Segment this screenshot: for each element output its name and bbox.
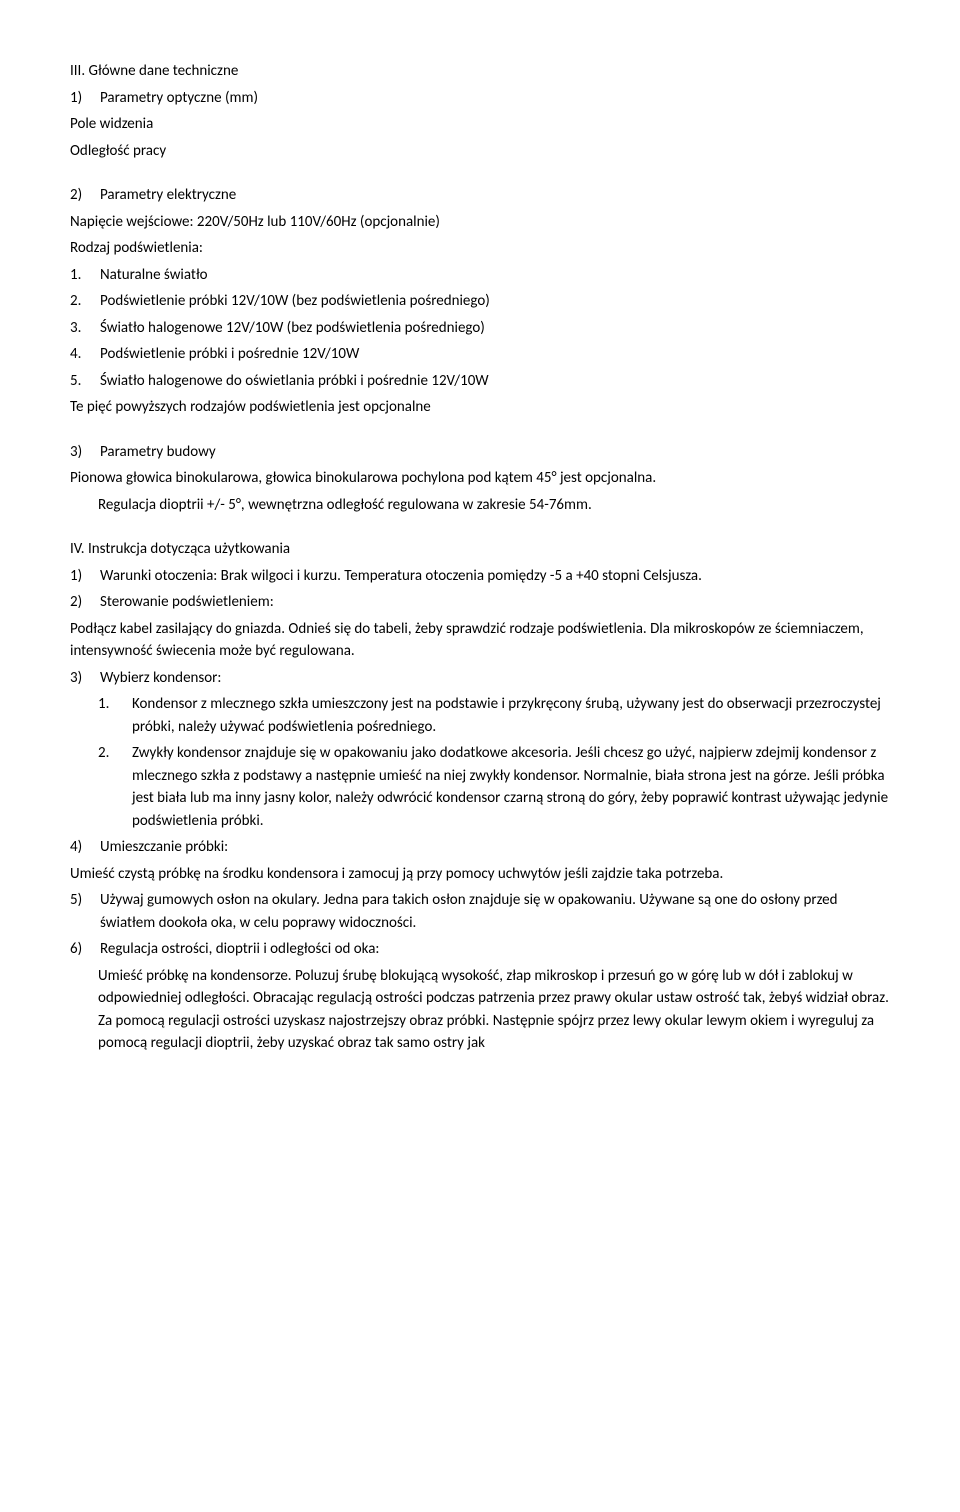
s4-i4: 4) Umieszczanie próbki: xyxy=(70,836,890,859)
s4-i3-s1-num: 1. xyxy=(98,693,120,738)
s3-item2-line1: Napięcie wejściowe: 220V/50Hz lub 110V/6… xyxy=(70,211,890,234)
s3-sub4-num: 4. xyxy=(70,343,88,366)
s3-item1-line1: Pole widzenia xyxy=(70,113,890,136)
s3-item1: 1) Parametry optyczne (mm) xyxy=(70,87,890,110)
s4-i2-num: 2) xyxy=(70,591,88,614)
s3-sub1-num: 1. xyxy=(70,264,88,287)
s3-sub4: 4. Podświetlenie próbki i pośrednie 12V/… xyxy=(70,343,890,366)
s4-i2-text: Sterowanie podświetleniem: xyxy=(100,591,274,614)
s3-item1-line2: Odległość pracy xyxy=(70,140,890,163)
s3-item1-num: 1) xyxy=(70,87,88,110)
s3-item1-text: Parametry optyczne (mm) xyxy=(100,87,258,110)
s3-item3-line2: Regulacja dioptrii +/- 5°, wewnętrzna od… xyxy=(98,494,890,517)
s3-sub5-text: Światło halogenowe do oświetlania próbki… xyxy=(100,370,489,393)
s4-i1: 1) Warunki otoczenia: Brak wilgoci i kur… xyxy=(70,565,890,588)
s3-sub1: 1. Naturalne światło xyxy=(70,264,890,287)
s3-sub2-num: 2. xyxy=(70,290,88,313)
s4-i3-s1: 1. Kondensor z mlecznego szkła umieszczo… xyxy=(98,693,890,738)
s4-i6-p1: Umieść próbkę na kondensorze. Poluzuj śr… xyxy=(98,965,890,1055)
s4-i3-text: Wybierz kondensor: xyxy=(100,667,221,690)
s3-item3-num: 3) xyxy=(70,441,88,464)
section4-title: IV. Instrukcja dotycząca użytkowania xyxy=(70,538,890,561)
s4-i3-s2-num: 2. xyxy=(98,742,120,832)
s4-i5-text: Używaj gumowych osłon na okulary. Jedna … xyxy=(100,889,890,934)
s4-i3-s2-text: Zwykły kondensor znajduje się w opakowan… xyxy=(132,742,890,832)
s3-sub2: 2. Podświetlenie próbki 12V/10W (bez pod… xyxy=(70,290,890,313)
s3-sub3-num: 3. xyxy=(70,317,88,340)
s4-i3-s1-text: Kondensor z mlecznego szkła umieszczony … xyxy=(132,693,890,738)
s4-i6-num: 6) xyxy=(70,938,88,961)
s4-i2-p1: Podłącz kabel zasilający do gniazda. Odn… xyxy=(70,618,890,663)
s4-i2: 2) Sterowanie podświetleniem: xyxy=(70,591,890,614)
s4-i4-num: 4) xyxy=(70,836,88,859)
s4-i4-p1: Umieść czystą próbkę na środku kondensor… xyxy=(70,863,890,886)
section3-title: III. Główne dane techniczne xyxy=(70,60,890,83)
s3-item2-num: 2) xyxy=(70,184,88,207)
s4-i4-text: Umieszczanie próbki: xyxy=(100,836,228,859)
s4-i5: 5) Używaj gumowych osłon na okulary. Jed… xyxy=(70,889,890,934)
s4-i3-s2: 2. Zwykły kondensor znajduje się w opako… xyxy=(98,742,890,832)
s3-item2-text: Parametry elektryczne xyxy=(100,184,236,207)
s3-sub1-text: Naturalne światło xyxy=(100,264,208,287)
s3-sub2-text: Podświetlenie próbki 12V/10W (bez podświ… xyxy=(100,290,490,313)
s3-item3: 3) Parametry budowy xyxy=(70,441,890,464)
s4-i3-num: 3) xyxy=(70,667,88,690)
s3-note: Te pięć powyższych rodzajów podświetleni… xyxy=(70,396,890,419)
s3-sub3-text: Światło halogenowe 12V/10W (bez podświet… xyxy=(100,317,485,340)
s3-sub5: 5. Światło halogenowe do oświetlania pró… xyxy=(70,370,890,393)
s4-i5-num: 5) xyxy=(70,889,88,934)
s4-i3: 3) Wybierz kondensor: xyxy=(70,667,890,690)
s4-i1-num: 1) xyxy=(70,565,88,588)
s4-i6: 6) Regulacja ostrości, dioptrii i odległ… xyxy=(70,938,890,961)
s4-i6-text: Regulacja ostrości, dioptrii i odległośc… xyxy=(100,938,379,961)
s3-sub4-text: Podświetlenie próbki i pośrednie 12V/10W xyxy=(100,343,359,366)
s4-i1-text: Warunki otoczenia: Brak wilgoci i kurzu.… xyxy=(100,565,702,588)
s3-item2: 2) Parametry elektryczne xyxy=(70,184,890,207)
s3-item2-line2: Rodzaj podświetlenia: xyxy=(70,237,890,260)
s3-sub3: 3. Światło halogenowe 12V/10W (bez podśw… xyxy=(70,317,890,340)
s3-item3-line1: Pionowa głowica binokularowa, głowica bi… xyxy=(70,467,890,490)
s3-sub5-num: 5. xyxy=(70,370,88,393)
s3-item3-text: Parametry budowy xyxy=(100,441,216,464)
